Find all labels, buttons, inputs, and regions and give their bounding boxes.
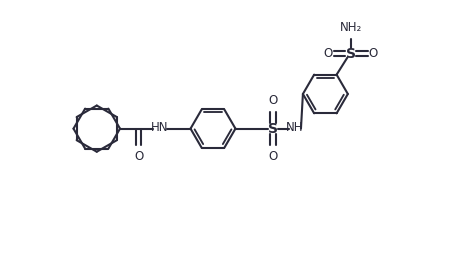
Text: S: S — [268, 122, 277, 136]
Text: O: O — [322, 47, 332, 60]
Text: NH₂: NH₂ — [339, 21, 361, 34]
Text: O: O — [134, 150, 143, 163]
Text: O: O — [368, 47, 377, 60]
Text: O: O — [268, 94, 277, 107]
Text: S: S — [345, 47, 355, 61]
Text: NH: NH — [285, 121, 303, 134]
Text: HN: HN — [150, 121, 168, 134]
Text: O: O — [268, 150, 277, 163]
